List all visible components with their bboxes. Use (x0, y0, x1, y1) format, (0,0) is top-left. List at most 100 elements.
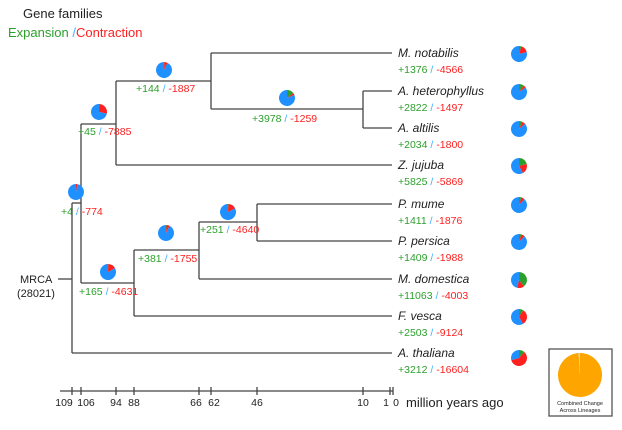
contraction-count: -16604 (436, 364, 469, 376)
leaf-pie (511, 46, 527, 62)
separator: / (427, 215, 436, 227)
contraction-count: -774 (82, 206, 103, 218)
separator: / (224, 224, 233, 236)
separator: / (428, 327, 437, 339)
contraction-count: -5869 (436, 176, 463, 188)
leaf-pie (511, 272, 527, 288)
node-pie (91, 104, 108, 120)
combined-legend-line2: Across Lineages (560, 408, 601, 414)
leaf-name: A. heterophyllus (397, 84, 484, 98)
pie-slice (511, 350, 519, 361)
pie-slice (158, 225, 175, 242)
contraction-count: -1887 (168, 83, 195, 95)
node-pie (156, 62, 172, 78)
pie-slice (166, 225, 170, 233)
leaf-change: +11063 / -4003 (398, 290, 468, 302)
pie-slice (156, 62, 172, 78)
leaf-name: A. altilis (397, 121, 439, 135)
contraction-count: -1755 (170, 253, 197, 265)
separator: / (162, 253, 171, 265)
separator: / (428, 139, 437, 151)
expansion-count: +5825 (398, 176, 428, 188)
leaf-pie (510, 234, 527, 250)
expansion-count: +11063 (398, 290, 433, 302)
expansion-count: +2822 (398, 102, 428, 114)
contraction-count: -4003 (441, 290, 468, 302)
leaf-change: +5825 / -5869 (398, 176, 463, 188)
axis-tick-label: 1 (383, 397, 389, 409)
node-pie (220, 204, 236, 220)
pie-slice (228, 204, 236, 212)
pie-slice (99, 104, 108, 114)
node-change: +381 / -1755 (138, 253, 197, 265)
legend-title: Gene families (23, 6, 103, 21)
separator: / (282, 113, 291, 125)
separator: / (103, 286, 112, 298)
contraction-count: -1800 (436, 139, 463, 151)
pie-slice (519, 85, 526, 92)
leaf-pie (511, 84, 527, 101)
separator: / (160, 83, 169, 95)
expansion-count: +2503 (398, 327, 428, 339)
expansion-count: +2034 (398, 139, 428, 151)
pie-slice (287, 90, 294, 98)
expansion-count: +1409 (398, 252, 428, 264)
pie-slice (519, 163, 527, 173)
legend-sep: / (72, 25, 76, 40)
leaf-change: +2503 / -9124 (398, 327, 463, 339)
pie-slice (99, 264, 116, 280)
pie-slice (519, 234, 525, 242)
expansion-count: +3978 (252, 113, 282, 125)
pie-slice (511, 351, 527, 366)
separator: / (428, 102, 437, 114)
legend-expansion: Expansion (8, 25, 69, 40)
contraction-count: -1988 (436, 252, 463, 264)
contraction-count: -1876 (435, 215, 462, 227)
pie-slice (519, 197, 525, 205)
contraction-count: -4631 (111, 286, 138, 298)
pie-slice (511, 272, 519, 288)
leaf-name: Z. jujuba (397, 158, 444, 172)
axis-unit: million years ago (406, 395, 504, 410)
pie-slice (519, 309, 524, 317)
axis-tick-label: 10 (357, 397, 369, 409)
pie-slice (91, 104, 107, 120)
node-pie (67, 184, 84, 200)
pie-slice (164, 62, 168, 70)
contraction-count: -1259 (290, 113, 317, 125)
leaf-change: +2034 / -1800 (398, 139, 463, 151)
pie-slice (519, 158, 527, 166)
pie-slice (511, 84, 527, 101)
leaf-pie (510, 197, 527, 213)
pie-slice (511, 309, 524, 325)
leaf-name: M. notabilis (398, 46, 459, 60)
pie-slice (279, 90, 296, 107)
separator: / (428, 252, 437, 264)
pie-slice (517, 280, 524, 288)
leaf-change: +1376 / -4566 (398, 64, 463, 76)
pie-slice (511, 158, 523, 174)
contraction-count: -1497 (436, 102, 463, 114)
node-change: +4 / -774 (61, 206, 103, 218)
legend-contraction: Contraction (75, 25, 143, 40)
separator: / (428, 64, 437, 76)
pie-slice (578, 353, 580, 375)
pie-slice (557, 353, 602, 398)
leaf-name: P. persica (398, 234, 450, 248)
axis-tick-label: 106 (77, 397, 95, 409)
separator: / (433, 290, 442, 302)
leaf-change: +1411 / -1876 (398, 215, 462, 227)
pie-slice (166, 225, 167, 233)
pie-slice (519, 121, 523, 129)
pie-slice (511, 46, 527, 62)
contraction-count: -4640 (232, 224, 259, 236)
pie-slice (519, 234, 522, 242)
expansion-count: +1376 (398, 64, 428, 76)
pie-slice (519, 84, 524, 92)
leaf-name: F. vesca (398, 309, 442, 323)
expansion-count: +144 (136, 83, 160, 95)
pie-slice (519, 46, 522, 54)
axis-tick-label: 88 (128, 397, 140, 409)
pie-slice (287, 92, 295, 98)
expansion-count: +45 (78, 126, 96, 138)
